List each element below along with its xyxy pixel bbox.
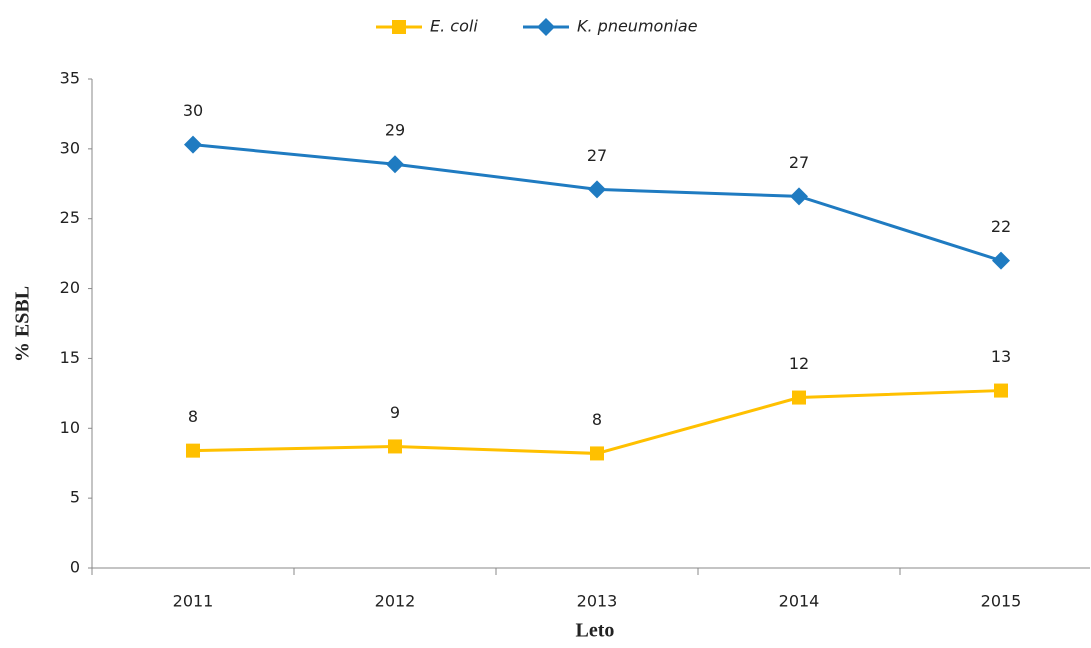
marker [386, 155, 404, 174]
marker [994, 383, 1008, 398]
marker [186, 443, 200, 458]
data-label: 30 [183, 101, 203, 120]
marker [792, 390, 806, 405]
y-tick-label: 35 [60, 69, 80, 88]
y-tick-label: 15 [60, 348, 80, 367]
data-label: 13 [991, 347, 1011, 366]
marker [992, 251, 1010, 270]
x-tick-label: 2013 [577, 592, 618, 611]
marker [588, 180, 606, 199]
y-tick-label: 25 [60, 208, 80, 227]
data-label: 8 [592, 410, 602, 429]
marker [388, 439, 402, 454]
data-label: 27 [587, 146, 607, 165]
data-label: 27 [789, 153, 809, 172]
legend-label: E. coli [430, 17, 478, 36]
y-tick-label: 5 [70, 488, 80, 507]
y-tick-label: 30 [60, 138, 80, 157]
data-label: 22 [991, 217, 1011, 236]
x-tick-label: 2012 [375, 592, 416, 611]
y-tick-label: 0 [70, 558, 80, 577]
data-label: 12 [789, 354, 809, 373]
marker [537, 18, 555, 36]
y-tick-label: 10 [60, 418, 80, 437]
x-tick-label: 2011 [173, 592, 214, 611]
data-label: 8 [188, 407, 198, 426]
marker [790, 187, 808, 206]
data-label: 29 [385, 121, 405, 140]
marker [590, 446, 604, 461]
y-tick-label: 20 [60, 278, 80, 297]
marker [392, 20, 406, 34]
marker [184, 135, 202, 154]
legend-label: K. pneumoniae [577, 17, 698, 36]
x-tick-label: 2014 [779, 592, 820, 611]
x-axis-label: Leto [576, 620, 615, 642]
x-tick-label: 2015 [981, 592, 1022, 611]
data-label: 9 [390, 403, 400, 422]
y-axis-label: % ESBL [12, 286, 34, 362]
